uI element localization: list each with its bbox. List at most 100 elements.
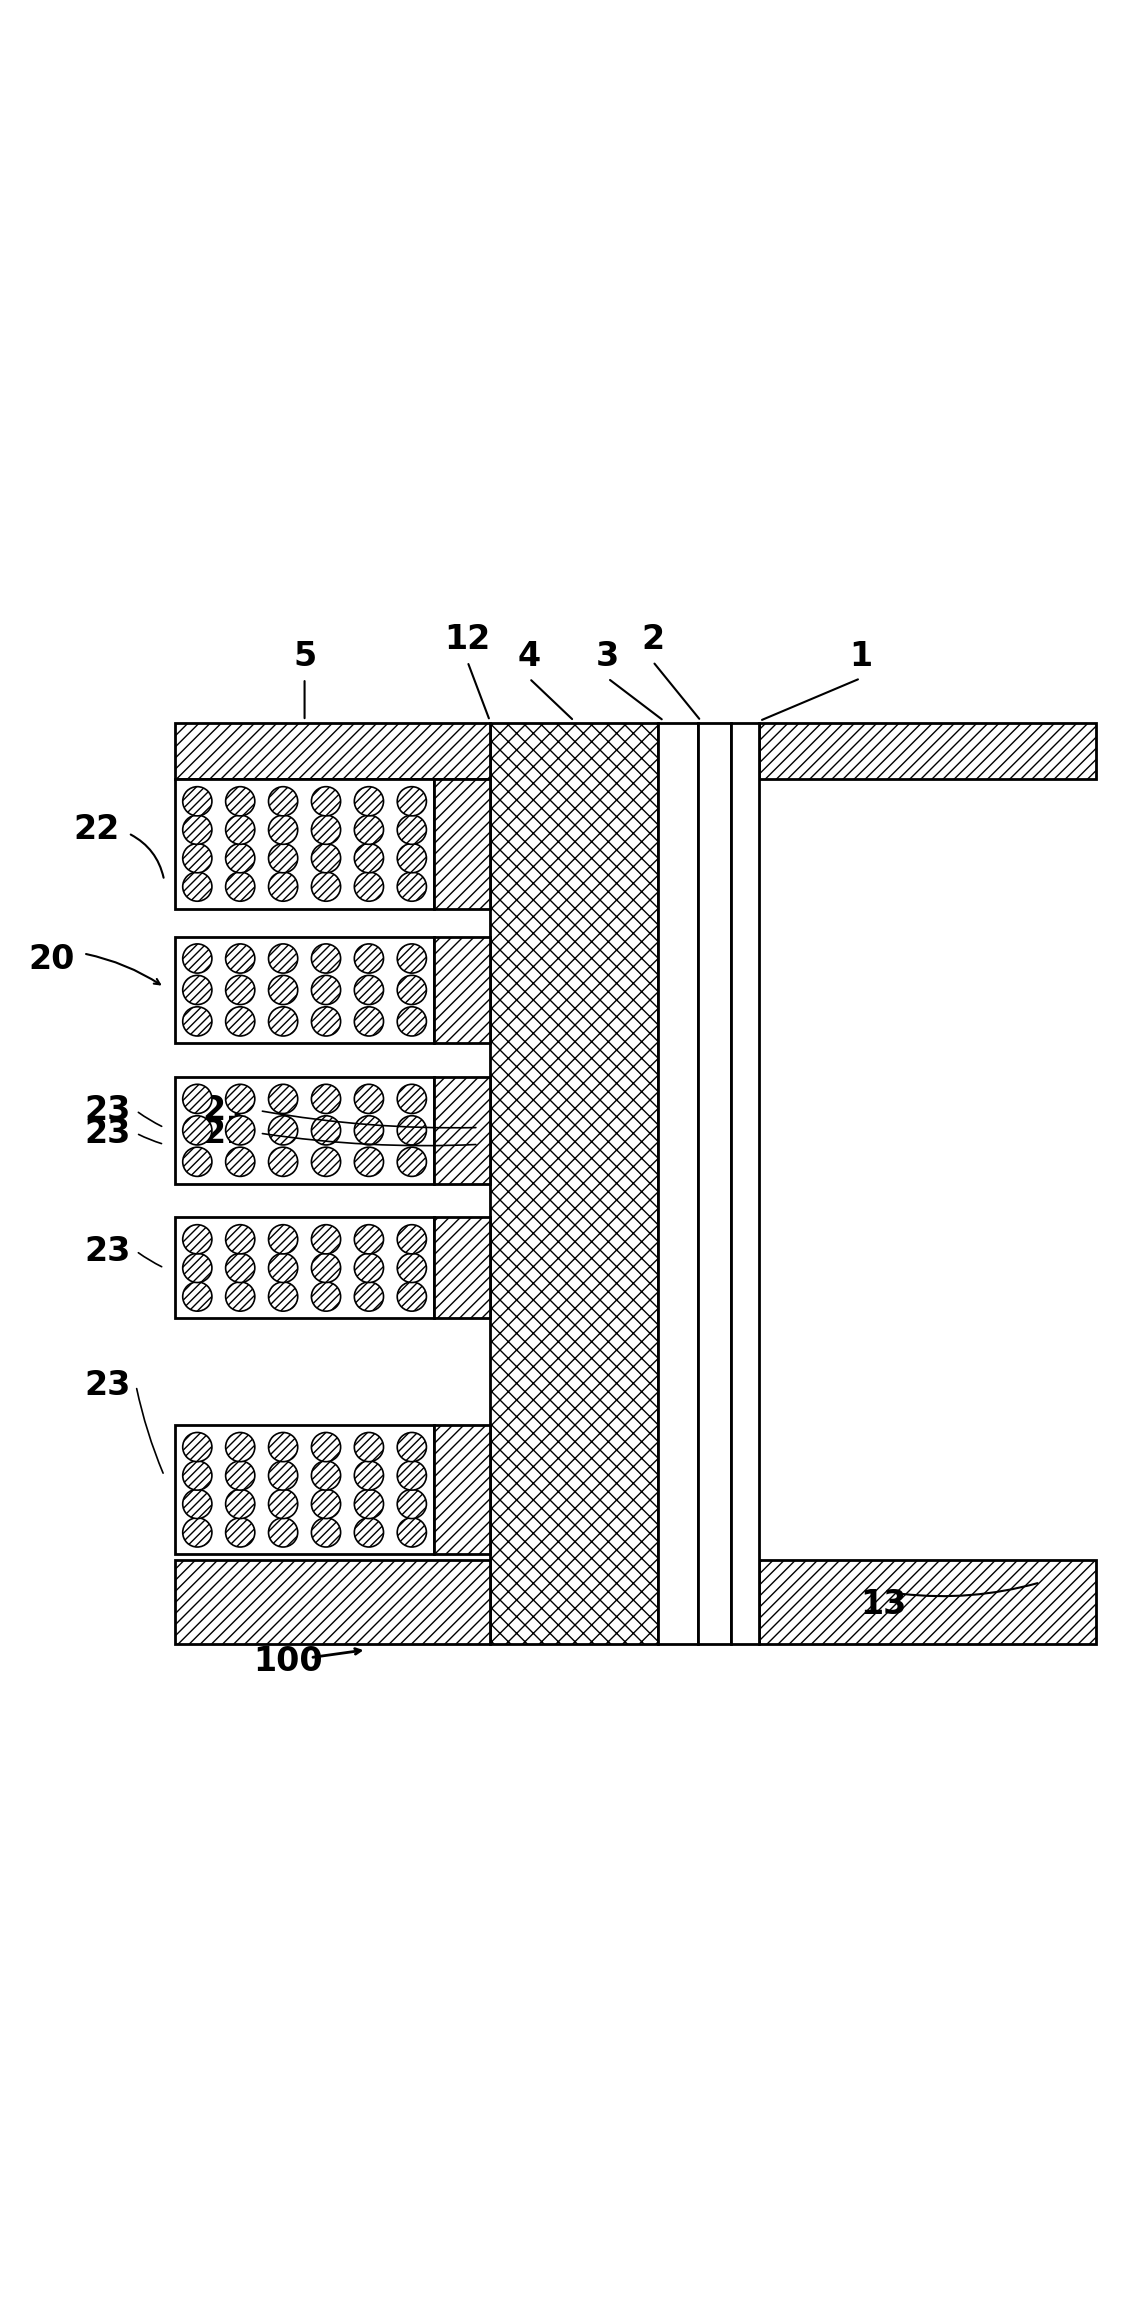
Circle shape (268, 1148, 298, 1175)
Circle shape (268, 1460, 298, 1490)
Bar (433, 780, 490, 908)
Circle shape (397, 1518, 426, 1548)
Circle shape (355, 1460, 383, 1490)
Bar (175, 1217, 433, 1318)
Circle shape (312, 1281, 341, 1311)
Circle shape (312, 814, 341, 844)
Circle shape (183, 1254, 211, 1283)
Circle shape (355, 1116, 383, 1145)
Bar (760, 722, 1096, 780)
Circle shape (355, 1518, 383, 1548)
Circle shape (397, 872, 426, 902)
Bar (175, 722, 490, 780)
Circle shape (225, 787, 255, 816)
Circle shape (183, 943, 211, 973)
Circle shape (397, 787, 426, 816)
Circle shape (397, 1007, 426, 1035)
Circle shape (312, 1433, 341, 1463)
Circle shape (183, 1148, 211, 1175)
Text: 2: 2 (641, 623, 664, 656)
Circle shape (312, 1083, 341, 1113)
Circle shape (312, 1007, 341, 1035)
Bar (175, 1559, 490, 1644)
Circle shape (397, 1490, 426, 1518)
Text: 4: 4 (517, 639, 541, 672)
Circle shape (183, 872, 211, 902)
Bar (433, 1076, 490, 1184)
Circle shape (355, 814, 383, 844)
Circle shape (397, 1460, 426, 1490)
Circle shape (183, 1490, 211, 1518)
Circle shape (355, 1254, 383, 1283)
Circle shape (312, 975, 341, 1005)
Circle shape (355, 1007, 383, 1035)
Text: 1: 1 (849, 639, 872, 672)
Circle shape (355, 1281, 383, 1311)
Circle shape (397, 1116, 426, 1145)
Circle shape (183, 1433, 211, 1463)
Circle shape (312, 872, 341, 902)
Text: 21: 21 (202, 1095, 249, 1127)
Bar (760, 1559, 1096, 1644)
Circle shape (183, 1224, 211, 1254)
Circle shape (268, 975, 298, 1005)
Text: 20: 20 (28, 943, 75, 975)
Circle shape (268, 814, 298, 844)
Text: 3: 3 (596, 639, 620, 672)
Bar (175, 936, 433, 1044)
Circle shape (183, 1116, 211, 1145)
Circle shape (355, 787, 383, 816)
Text: 100: 100 (252, 1644, 323, 1677)
Circle shape (312, 1148, 341, 1175)
Circle shape (183, 975, 211, 1005)
Circle shape (355, 1224, 383, 1254)
Circle shape (312, 1518, 341, 1548)
Bar (433, 1426, 490, 1555)
Circle shape (312, 1490, 341, 1518)
Circle shape (183, 844, 211, 872)
Circle shape (225, 1148, 255, 1175)
Bar (658, 722, 698, 1644)
Circle shape (355, 1148, 383, 1175)
Text: 5: 5 (293, 639, 316, 672)
Bar (433, 936, 490, 1044)
Circle shape (397, 1254, 426, 1283)
Circle shape (355, 1083, 383, 1113)
Circle shape (312, 1254, 341, 1283)
Circle shape (183, 1083, 211, 1113)
Circle shape (397, 1224, 426, 1254)
Circle shape (225, 1433, 255, 1463)
Circle shape (268, 1224, 298, 1254)
Bar (175, 1076, 433, 1184)
Text: 23: 23 (85, 1368, 131, 1403)
Circle shape (183, 1460, 211, 1490)
Circle shape (397, 844, 426, 872)
Circle shape (225, 872, 255, 902)
Text: 12: 12 (445, 623, 490, 656)
Circle shape (225, 1116, 255, 1145)
Circle shape (183, 1518, 211, 1548)
Circle shape (225, 844, 255, 872)
Circle shape (268, 844, 298, 872)
Circle shape (225, 1490, 255, 1518)
Bar (175, 1426, 433, 1555)
Circle shape (268, 1518, 298, 1548)
Circle shape (183, 1281, 211, 1311)
Circle shape (268, 943, 298, 973)
Circle shape (397, 1148, 426, 1175)
Text: 13: 13 (860, 1589, 906, 1622)
Circle shape (397, 1281, 426, 1311)
Circle shape (225, 1083, 255, 1113)
Circle shape (225, 975, 255, 1005)
Bar (490, 722, 658, 1644)
Circle shape (183, 814, 211, 844)
Circle shape (225, 1224, 255, 1254)
Circle shape (355, 1433, 383, 1463)
Text: 23: 23 (85, 1235, 131, 1267)
Circle shape (355, 1490, 383, 1518)
Circle shape (183, 1007, 211, 1035)
Circle shape (397, 1433, 426, 1463)
Circle shape (225, 1281, 255, 1311)
Circle shape (355, 975, 383, 1005)
Circle shape (225, 814, 255, 844)
